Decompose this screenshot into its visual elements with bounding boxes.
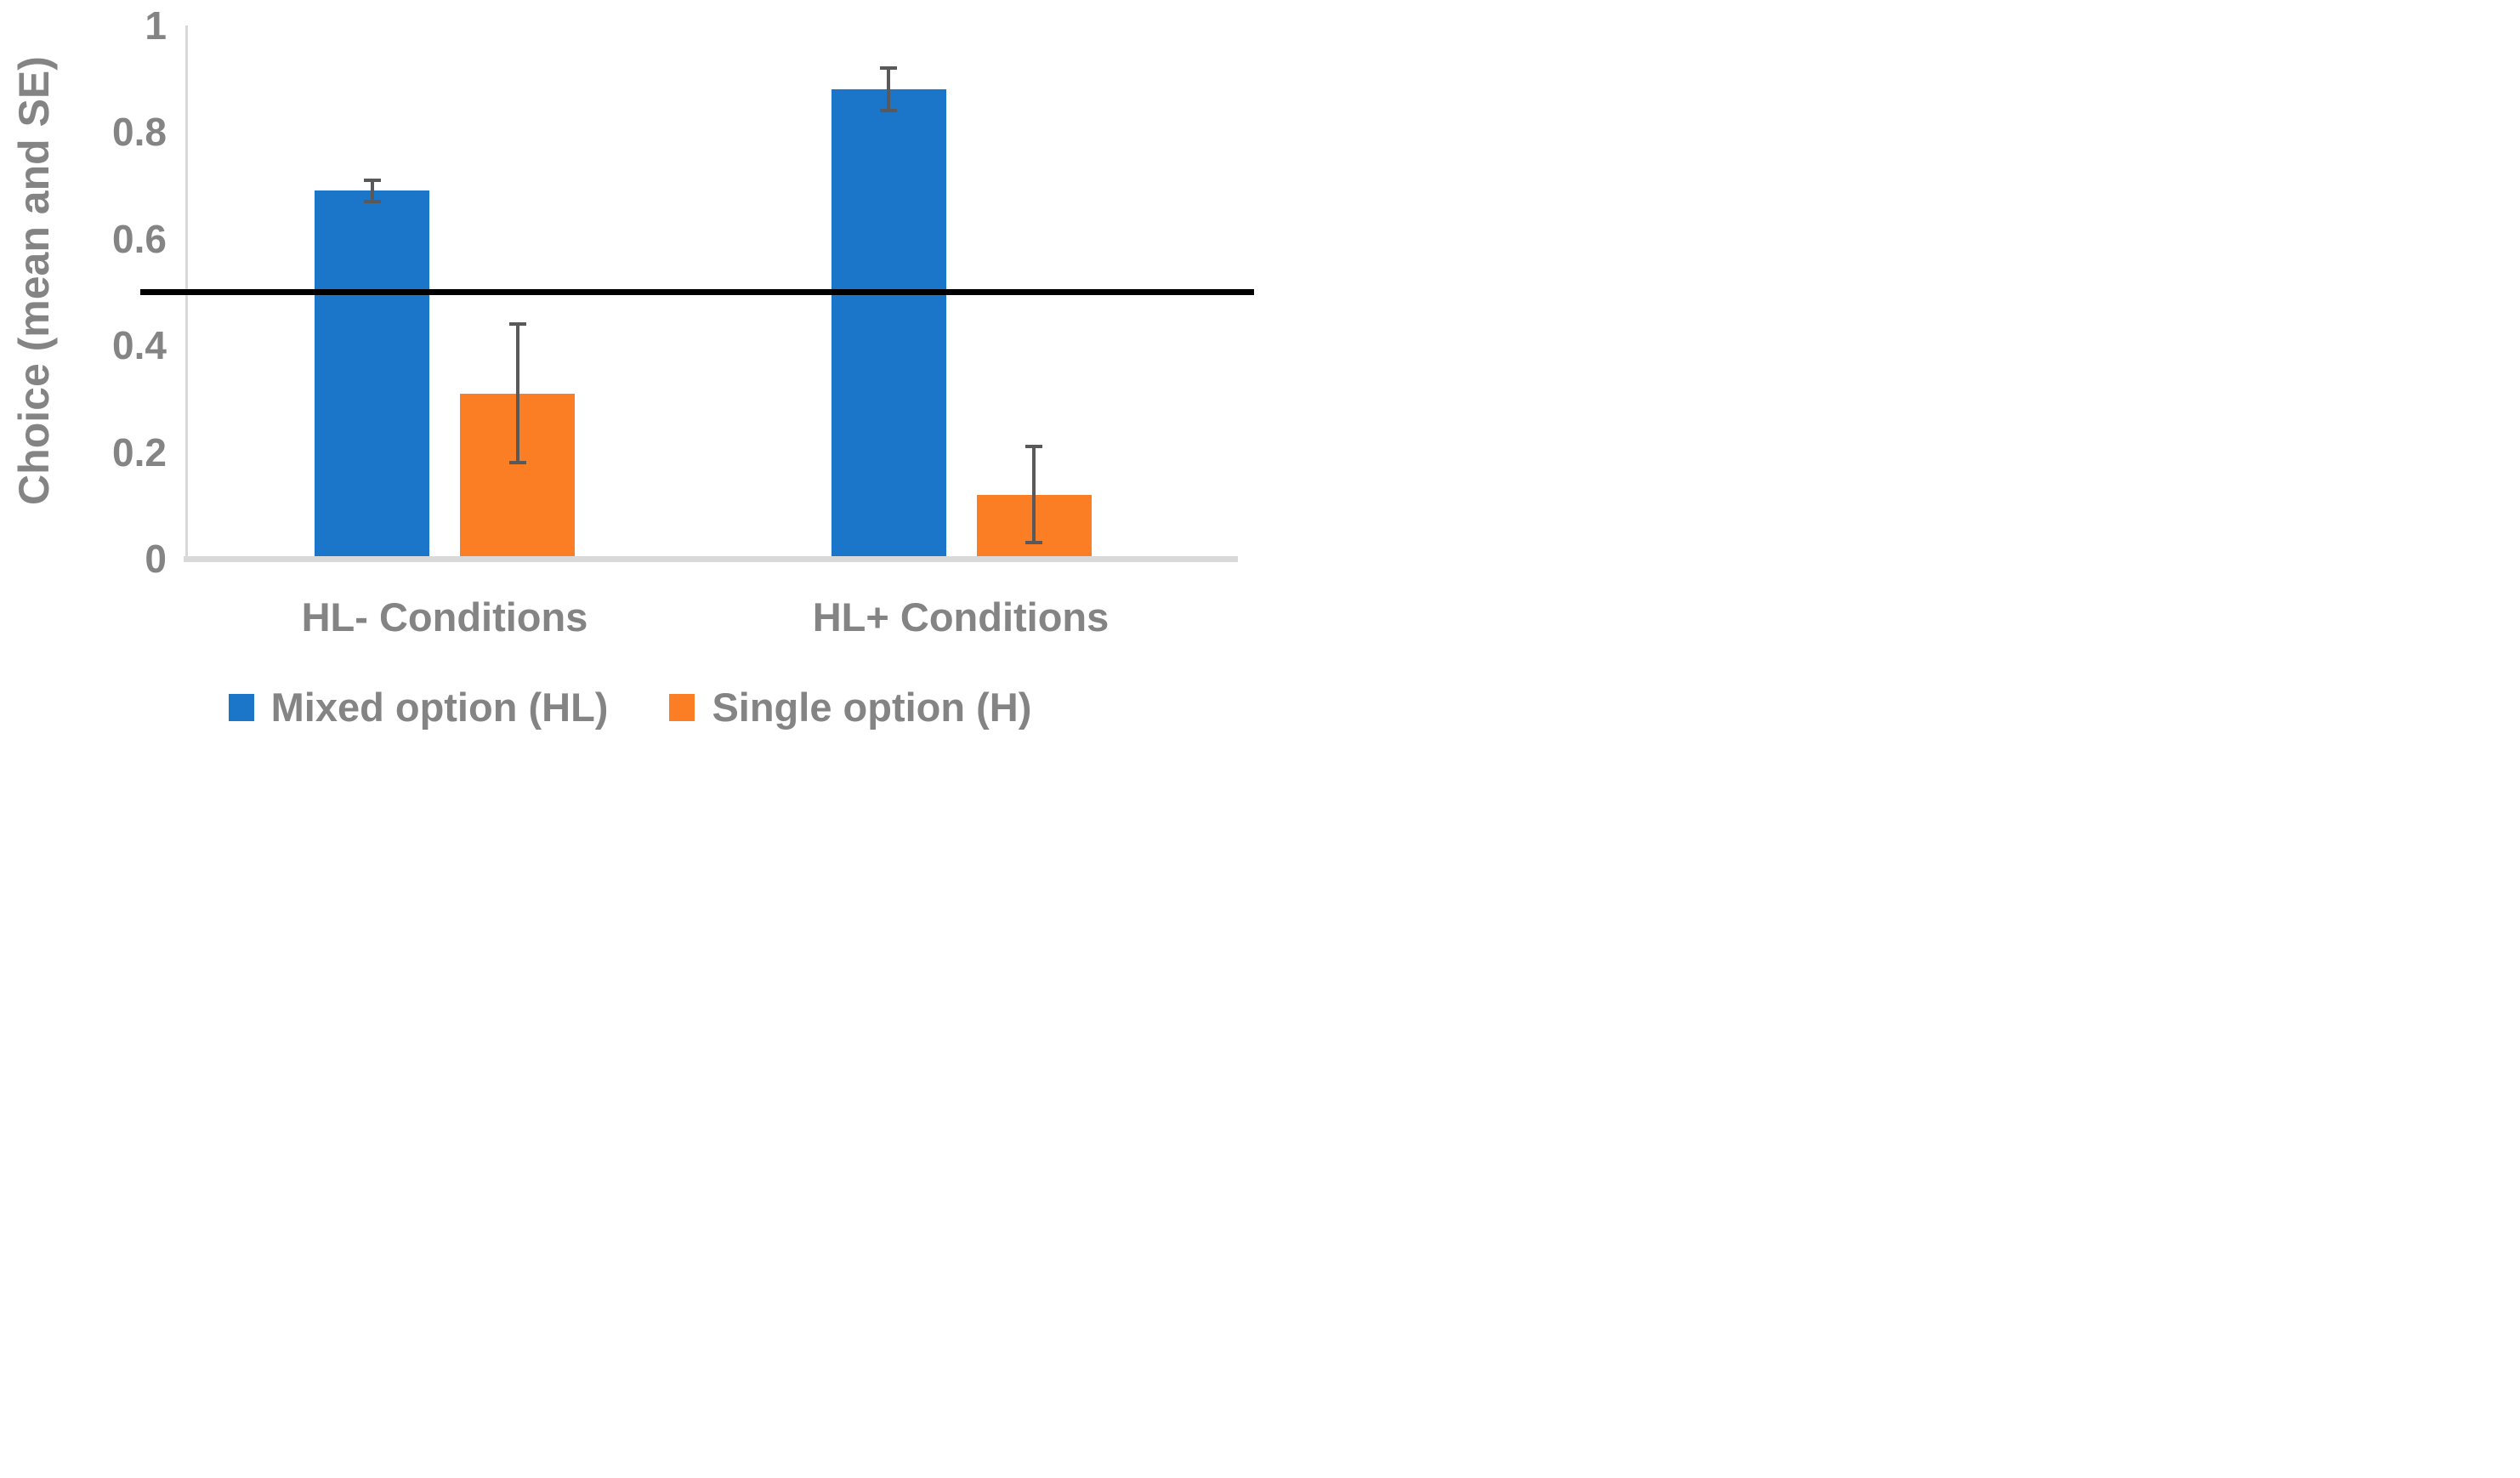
bar-chart: Choice (mean and SE) 0 0.2 0.4 0.6 0.8 1 HL- … (0, 0, 1260, 739)
error-bar-cap-top (508, 322, 526, 327)
legend: Mixed option (HL) Single option (H) (0, 682, 1260, 733)
category-label-hl-minus: HL- Conditions (301, 594, 588, 640)
legend-swatch-orange-icon (669, 694, 695, 721)
legend-label: Single option (H) (712, 685, 1032, 730)
error-bar-line (515, 324, 519, 463)
error-bar-cap-top (363, 178, 381, 182)
error-bar-line (887, 68, 890, 111)
legend-swatch-blue-icon (228, 694, 254, 721)
y-tick-label-0.8: 0.8 (112, 110, 167, 155)
error-bar-cap-top (1025, 445, 1042, 449)
legend-item-single-option: Single option (H) (669, 682, 1031, 733)
error-bar-cap-bottom (880, 109, 897, 113)
error-bar-cap-bottom (508, 461, 526, 465)
error-bar-cap-bottom (363, 199, 381, 203)
legend-label: Mixed option (HL) (270, 685, 609, 730)
y-tick-label-0.6: 0.6 (112, 216, 167, 261)
y-tick-label-1: 1 (145, 3, 167, 48)
chance-reference-line (140, 289, 1254, 295)
error-bar-cap-top (880, 66, 897, 71)
bar-mixed-hl-minus (315, 190, 429, 559)
y-tick-label-0: 0 (145, 537, 167, 581)
y-tick-label-0.4: 0.4 (112, 323, 167, 368)
legend-item-mixed-option: Mixed option (HL) (228, 682, 609, 733)
category-label-hl-plus: HL+ Conditions (812, 594, 1110, 640)
bar-mixed-hl-plus (831, 89, 946, 559)
x-axis-line (184, 556, 1238, 562)
error-bar-line (1032, 446, 1036, 543)
error-bar-cap-bottom (1025, 541, 1042, 545)
y-tick-label-0.2: 0.2 (112, 429, 167, 475)
error-bar-line (370, 179, 374, 202)
